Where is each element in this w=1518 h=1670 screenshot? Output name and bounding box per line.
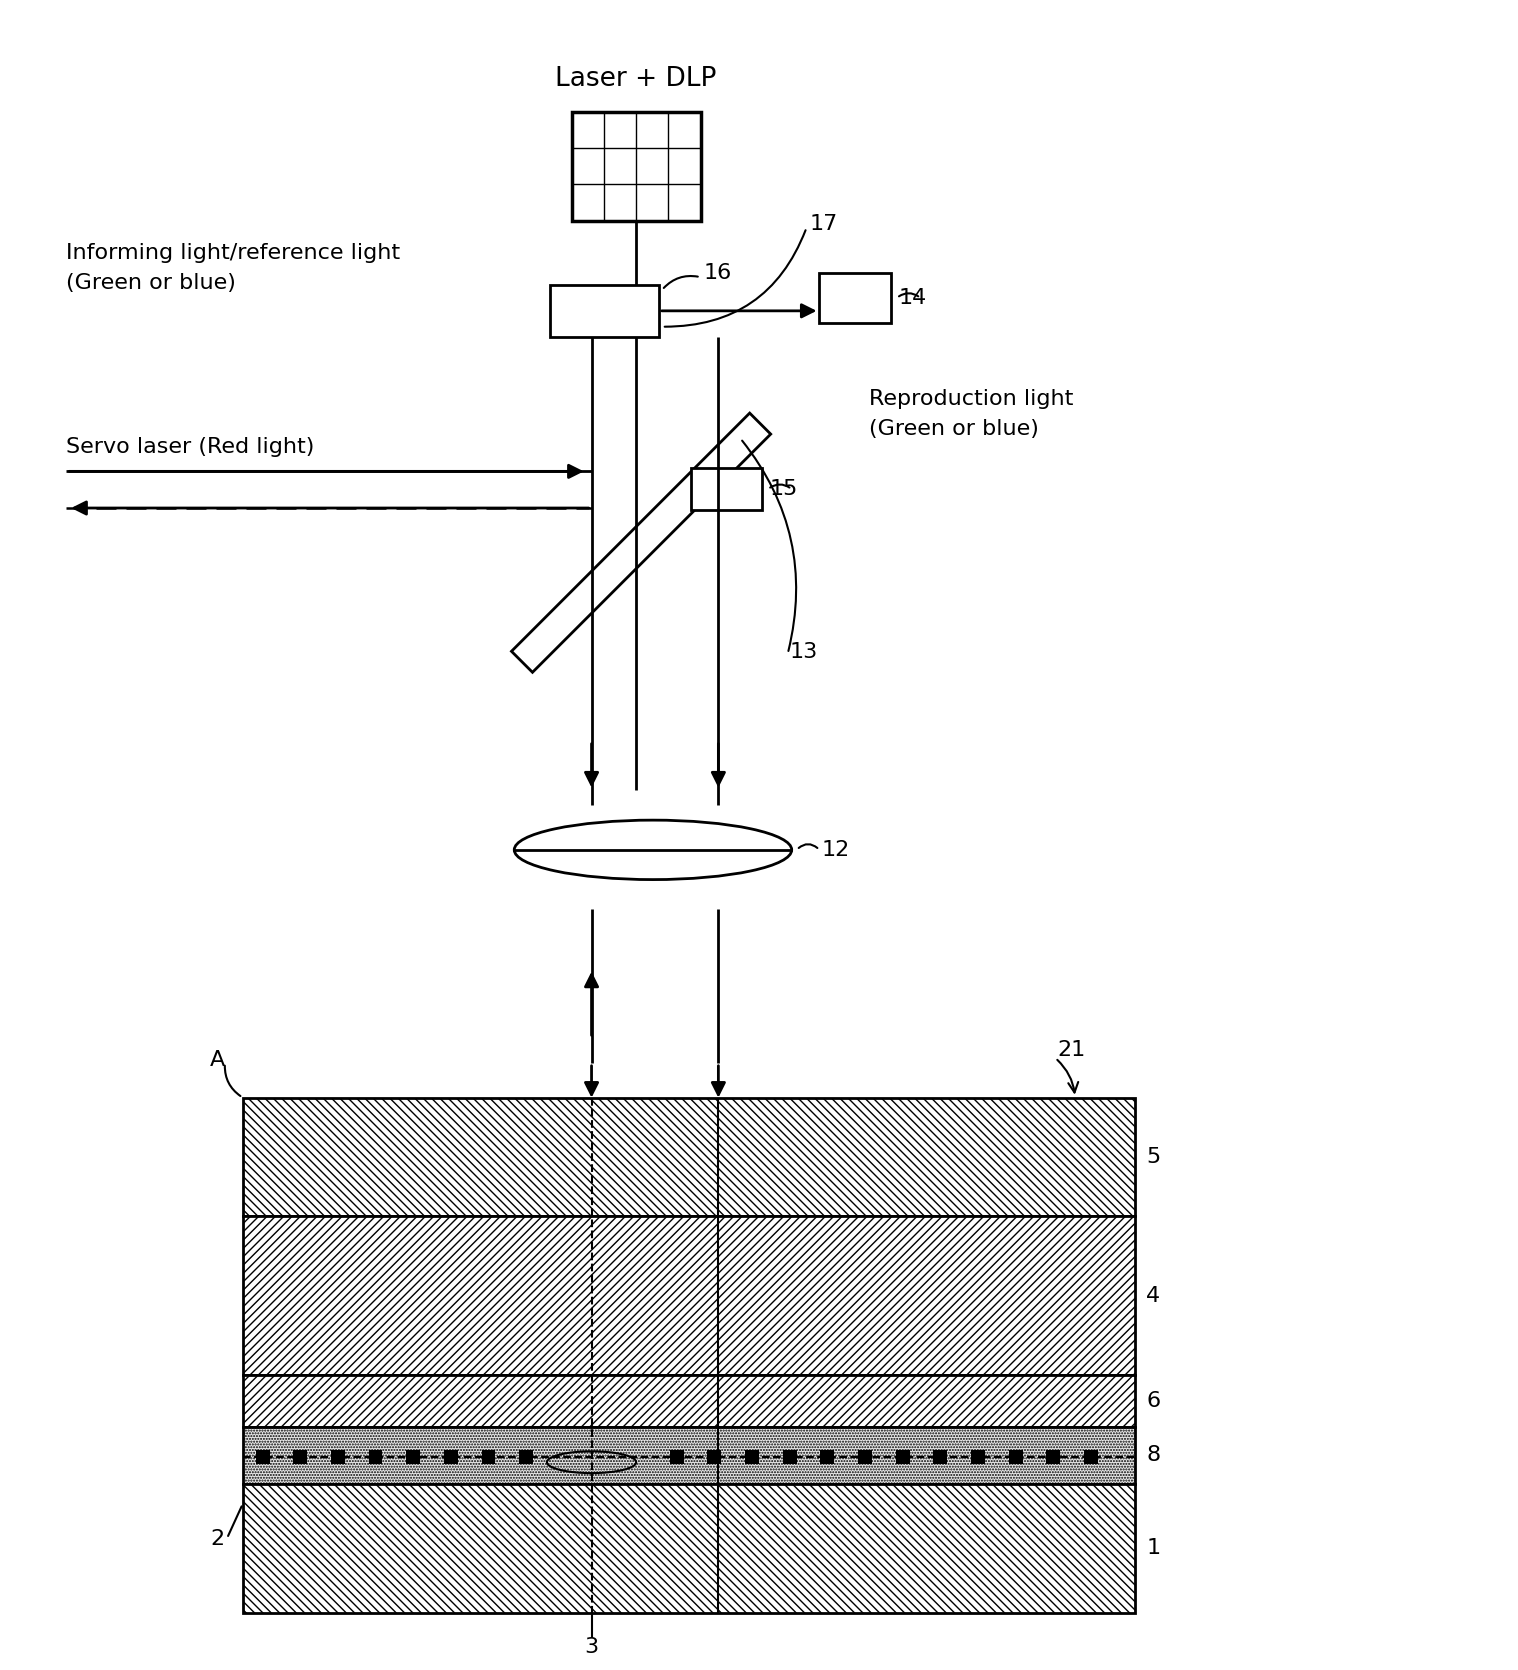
Bar (820, 1450, 835, 1465)
Bar (1046, 1450, 1060, 1465)
Bar (243, 1216, 1134, 1374)
Bar (707, 1450, 721, 1465)
Text: 1: 1 (1146, 1538, 1161, 1558)
Text: Informing light/reference light: Informing light/reference light (67, 244, 401, 264)
Bar (1084, 1450, 1098, 1465)
Bar (572, 112, 700, 220)
Bar (691, 468, 762, 509)
Bar (972, 1450, 985, 1465)
Bar (407, 1450, 420, 1465)
Bar (243, 1485, 1134, 1613)
Bar (243, 1097, 1134, 1216)
Text: A: A (209, 1050, 225, 1070)
Bar (669, 1450, 683, 1465)
Bar (896, 1450, 909, 1465)
Bar (443, 1450, 458, 1465)
Bar (243, 1374, 1134, 1426)
Bar (243, 1426, 1134, 1485)
Text: 21: 21 (1057, 1040, 1085, 1060)
Bar (858, 1450, 871, 1465)
Text: 6: 6 (1146, 1391, 1161, 1411)
Text: 14: 14 (899, 287, 927, 307)
Text: 16: 16 (703, 264, 732, 284)
Bar (820, 274, 891, 322)
Text: 12: 12 (821, 840, 850, 860)
Bar (293, 1450, 307, 1465)
Bar (255, 1450, 270, 1465)
Text: 13: 13 (789, 641, 818, 661)
Text: Servo laser (Red light): Servo laser (Red light) (67, 436, 314, 456)
Text: 17: 17 (809, 214, 838, 234)
Text: 15: 15 (770, 479, 798, 499)
Bar (1008, 1450, 1023, 1465)
Polygon shape (512, 412, 771, 673)
Bar (550, 286, 659, 337)
Text: Laser + DLP: Laser + DLP (556, 65, 716, 92)
Text: 8: 8 (1146, 1445, 1161, 1465)
Bar (745, 1450, 759, 1465)
Bar (331, 1450, 345, 1465)
Bar (783, 1450, 797, 1465)
Text: 5: 5 (1146, 1147, 1161, 1167)
Bar (519, 1450, 533, 1465)
Bar (369, 1450, 383, 1465)
Bar (934, 1450, 947, 1465)
Text: 4: 4 (1146, 1286, 1161, 1306)
Text: Reproduction light: Reproduction light (868, 389, 1073, 409)
Text: (Green or blue): (Green or blue) (67, 274, 237, 294)
Bar (481, 1450, 495, 1465)
Text: 3: 3 (584, 1638, 598, 1658)
Text: (Green or blue): (Green or blue) (868, 419, 1038, 439)
Text: 2: 2 (211, 1528, 225, 1548)
